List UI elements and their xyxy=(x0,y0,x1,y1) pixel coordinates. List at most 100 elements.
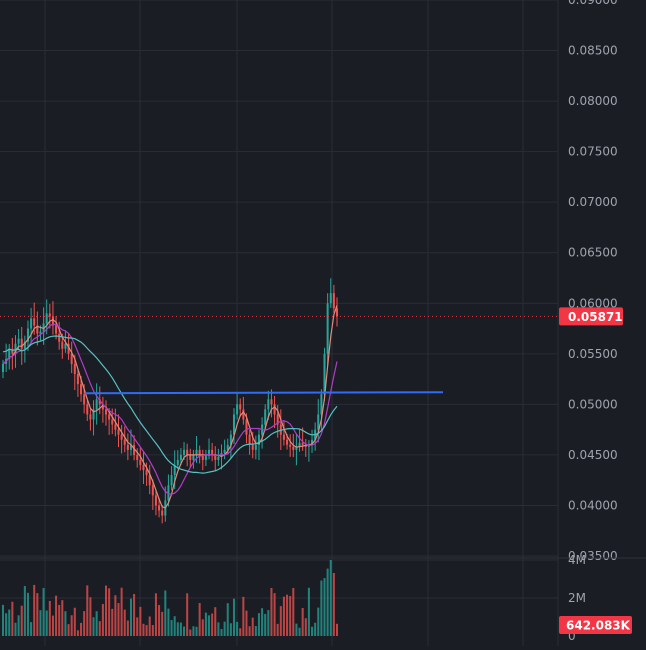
volume-bar xyxy=(98,621,101,636)
last-price-label: 0.05871 xyxy=(568,310,623,324)
volume-bar xyxy=(167,608,170,636)
last-volume-badge xyxy=(559,616,632,634)
volume-bar xyxy=(314,622,317,636)
volume-bar xyxy=(335,623,339,636)
candle-body xyxy=(251,444,254,450)
candle-body xyxy=(204,454,207,460)
volume-tick-label: 0 xyxy=(568,629,576,643)
candle-body xyxy=(286,439,289,445)
candle-body xyxy=(104,409,108,415)
candle-body xyxy=(254,444,257,450)
trend-line[interactable] xyxy=(84,391,444,395)
candle-body xyxy=(248,434,251,445)
candle-body xyxy=(20,338,23,349)
volume-bar xyxy=(170,620,173,636)
volume-bar xyxy=(286,594,289,636)
volume-bar xyxy=(229,623,232,636)
candle-body xyxy=(139,459,142,466)
volume-bar xyxy=(80,622,83,636)
volume-bar xyxy=(26,592,29,636)
candle-body xyxy=(173,465,176,476)
candle-body xyxy=(70,353,73,364)
candle-body xyxy=(217,456,220,460)
volume-bar xyxy=(214,607,217,636)
candle-body xyxy=(123,439,126,445)
candle-body xyxy=(198,449,201,455)
volume-bar xyxy=(220,628,223,636)
candle-body xyxy=(276,414,279,425)
volume-tick-label: 4M xyxy=(568,553,586,567)
candle-body xyxy=(129,444,132,450)
volume-bar xyxy=(36,593,39,636)
candle-body xyxy=(223,449,226,453)
volume-bar xyxy=(204,612,207,636)
volume-bar xyxy=(179,622,182,636)
volume-bar xyxy=(70,615,73,636)
candle-body xyxy=(126,444,129,450)
candle-body xyxy=(26,328,29,342)
volume-bar xyxy=(307,587,310,636)
candle-body xyxy=(332,293,335,309)
candle-body xyxy=(236,404,239,415)
volume-bar xyxy=(201,619,204,636)
price-tick-label: 0.04000 xyxy=(568,498,618,512)
candle-body xyxy=(279,424,282,435)
candle-body xyxy=(58,333,61,342)
volume-bar xyxy=(332,573,335,636)
candle-body xyxy=(282,434,285,440)
volume-bar xyxy=(173,616,176,636)
moving-average-slow xyxy=(2,335,338,474)
candle-body xyxy=(326,303,329,354)
moving-average-mid xyxy=(2,323,338,495)
candle-body xyxy=(201,454,204,460)
candle-body xyxy=(114,424,117,430)
candle-body xyxy=(151,485,154,496)
volume-bar xyxy=(55,595,58,636)
candle-body xyxy=(92,409,95,420)
volume-bar xyxy=(292,587,295,636)
volume-bar xyxy=(217,622,220,636)
volume-bar xyxy=(261,608,264,636)
candle-body xyxy=(295,446,298,450)
candle-body xyxy=(195,449,198,455)
candle-body xyxy=(170,475,173,486)
candle-body xyxy=(298,442,301,447)
price-tick-label: 0.08000 xyxy=(568,94,618,108)
volume-bar xyxy=(8,609,11,636)
volume-bar xyxy=(123,609,126,636)
volume-bar xyxy=(1,604,5,636)
candle-body xyxy=(136,454,139,460)
volume-bar xyxy=(108,588,111,636)
candle-body xyxy=(229,434,232,445)
volume-bar xyxy=(208,615,211,636)
candle-body xyxy=(329,293,332,304)
volume-bar xyxy=(304,618,307,636)
volume-bar xyxy=(189,629,192,636)
volume-bar xyxy=(23,585,26,636)
candle-body xyxy=(289,444,292,447)
volume-bar xyxy=(295,623,298,636)
volume-bar xyxy=(164,590,167,636)
volume-bar xyxy=(17,615,20,636)
candle-body xyxy=(292,446,295,450)
volume-bar xyxy=(211,613,214,636)
volume-bar xyxy=(223,621,226,636)
volume-bar xyxy=(245,610,248,636)
candle-body xyxy=(208,449,211,455)
candle-body xyxy=(176,459,179,466)
price-tick-label: 0.06500 xyxy=(568,246,618,260)
volume-bar xyxy=(64,611,67,636)
volume-bar xyxy=(273,593,276,636)
volume-bar xyxy=(58,604,61,636)
volume-bar xyxy=(42,588,45,636)
volume-bar xyxy=(148,616,151,636)
volume-bar xyxy=(39,610,42,636)
price-tick-label: 0.05000 xyxy=(568,397,618,411)
candle-body xyxy=(307,444,310,447)
candle-body xyxy=(161,510,164,516)
candle-body xyxy=(108,414,111,420)
price-tick-label: 0.09000 xyxy=(568,0,618,7)
